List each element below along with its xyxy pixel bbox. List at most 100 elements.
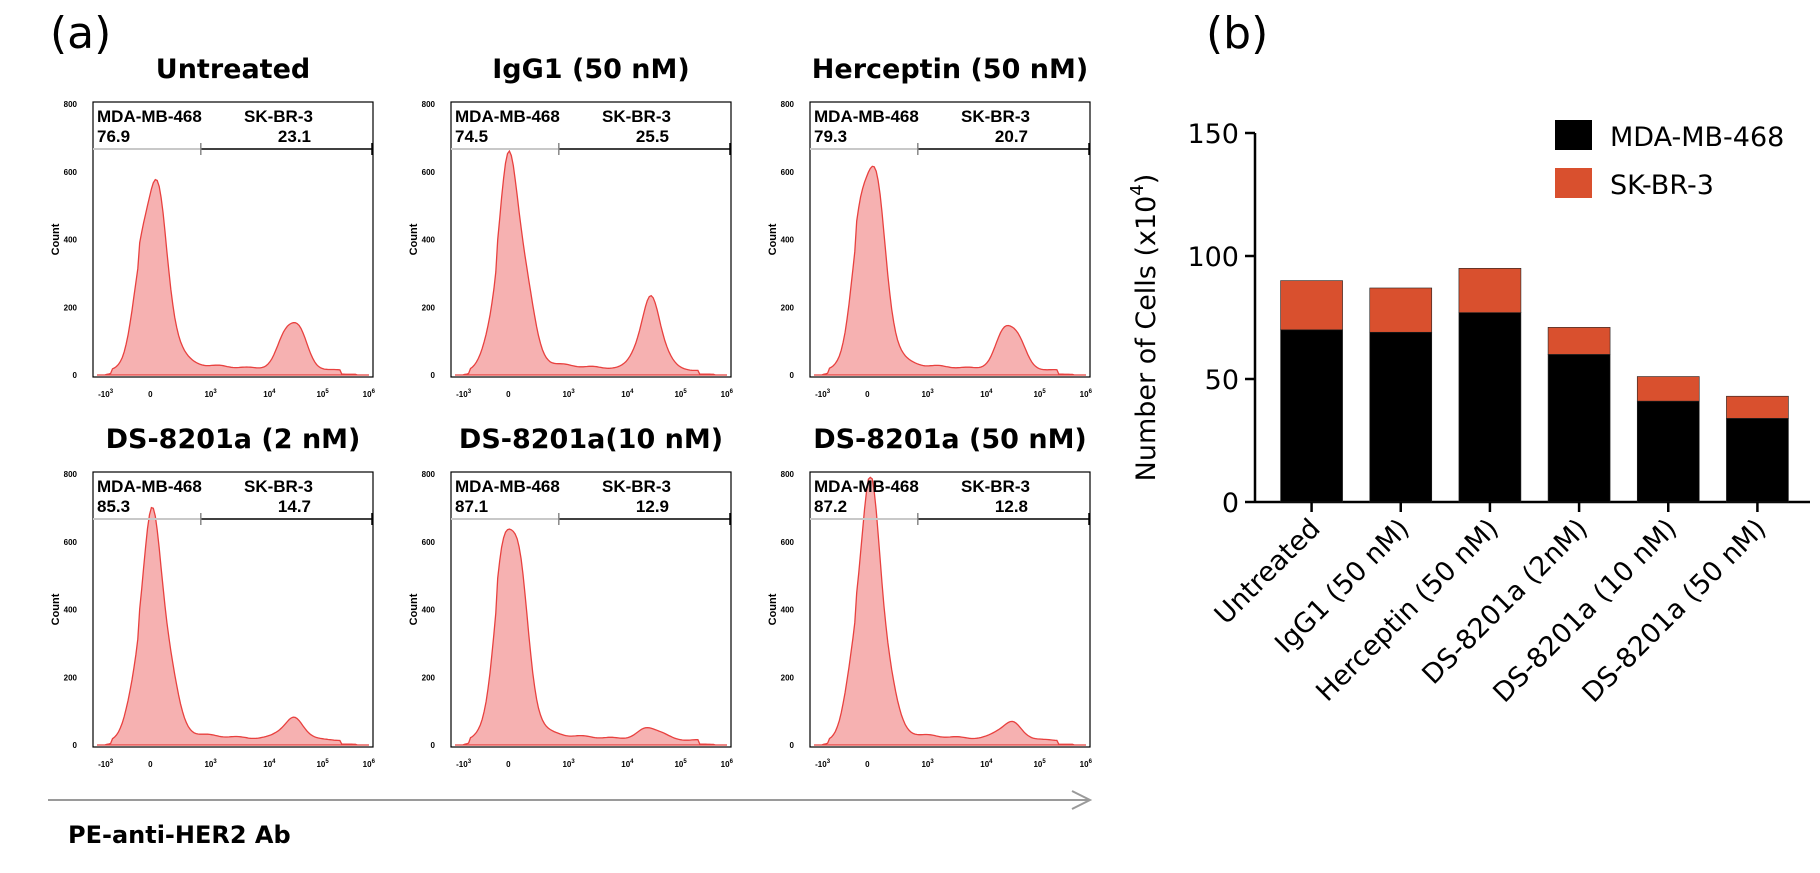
y-tick-label: 0 (431, 741, 436, 750)
histogram-panel: DS-8201a (50 nM) 0 200 400 600 800 Count -103 0 1… (767, 424, 1093, 769)
x-tick-label: 0 (865, 390, 870, 399)
histogram-title: Herceptin (50 nM) (812, 54, 1088, 85)
histogram-panel: Untreated 0 200 400 600 800 Count -103 0 103 104 10… (50, 54, 376, 399)
legend-entry: MDA-MB-468 (1610, 122, 1784, 153)
gate-left-value: 74.5 (455, 127, 488, 146)
gate-right-value: 23.1 (278, 127, 311, 146)
gate-left-name: MDA-MB-468 (455, 477, 560, 496)
x-tick-label: 106 (1080, 389, 1093, 399)
bar-y-tick-label: 50 (1205, 365, 1239, 396)
y-tick-label: 800 (422, 100, 436, 109)
y-tick-label: 200 (781, 303, 795, 312)
gate-right-name: SK-BR-3 (602, 107, 671, 126)
gate-left-value: 76.9 (97, 127, 130, 146)
gate-right-value: 14.7 (278, 497, 311, 516)
x-tick-label: 104 (980, 759, 993, 769)
bar-y-tick-label: 100 (1187, 242, 1239, 273)
y-tick-label: 800 (64, 100, 78, 109)
gate-left-value: 85.3 (97, 497, 130, 516)
panel-a-label: (a) (50, 8, 111, 59)
x-tick-label: -103 (456, 759, 472, 769)
gate-right-value: 25.5 (636, 127, 669, 146)
gate-left-name: MDA-MB-468 (455, 107, 560, 126)
legend-swatch (1555, 168, 1592, 198)
bar-segment (1369, 331, 1433, 503)
bar-segment (1636, 400, 1700, 503)
gate-left-value: 87.1 (455, 497, 488, 516)
y-tick-label: 0 (431, 371, 436, 380)
histogram-curve (814, 165, 1086, 376)
gate-right-name: SK-BR-3 (961, 107, 1030, 126)
flow-x-axis-label: PE-anti-HER2 Ab (68, 821, 291, 849)
x-tick-label: 0 (148, 760, 153, 769)
x-tick-label: 106 (363, 759, 376, 769)
y-tick-label: 0 (790, 371, 795, 380)
histogram-panel: IgG1 (50 nM) 0 200 400 600 800 Count -103 0 103 10… (408, 54, 734, 399)
y-tick-label: 800 (781, 100, 795, 109)
gate-right-name: SK-BR-3 (602, 477, 671, 496)
gate-right-value: 20.7 (995, 127, 1028, 146)
x-tick-label: 104 (980, 389, 993, 399)
x-tick-label: -103 (98, 389, 114, 399)
x-tick-label: 106 (1080, 759, 1093, 769)
gate-right-value: 12.9 (636, 497, 669, 516)
y-tick-label: 800 (422, 470, 436, 479)
histogram-curve (97, 506, 369, 746)
histogram-title: IgG1 (50 nM) (492, 54, 689, 85)
x-tick-label: 0 (506, 390, 511, 399)
x-tick-label: 103 (204, 759, 217, 769)
bar-segment (1369, 287, 1433, 333)
x-tick-label: 105 (1033, 759, 1046, 769)
count-axis-label: Count (408, 593, 420, 625)
histogram-panel: Herceptin (50 nM) 0 200 400 600 800 Count -103 0… (767, 54, 1093, 399)
x-axis-arrow-head (1071, 790, 1093, 810)
histogram-curve (97, 178, 369, 376)
bar-segment (1726, 395, 1789, 419)
y-tick-label: 600 (64, 538, 78, 547)
y-tick-label: 200 (64, 303, 78, 312)
bar-segment (1458, 312, 1522, 503)
gate-left-value: 79.3 (814, 127, 847, 146)
x-tick-label: 103 (562, 759, 575, 769)
histogram-curve (455, 149, 727, 376)
panel-b-label: (b) (1206, 8, 1268, 59)
count-axis-label: Count (408, 223, 420, 255)
y-tick-label: 600 (781, 168, 795, 177)
bar-segment (1280, 280, 1343, 331)
count-axis-label: Count (50, 593, 62, 625)
x-tick-label: 104 (263, 759, 276, 769)
x-tick-label: -103 (98, 759, 114, 769)
x-tick-label: 103 (921, 389, 934, 399)
gate-right-name: SK-BR-3 (244, 477, 313, 496)
y-tick-label: 800 (781, 470, 795, 479)
y-tick-label: 600 (64, 168, 78, 177)
x-tick-label: 0 (148, 390, 153, 399)
x-tick-label: 103 (562, 389, 575, 399)
x-tick-label: 105 (316, 759, 329, 769)
legend-entry: SK-BR-3 (1610, 170, 1714, 201)
y-tick-label: 600 (781, 538, 795, 547)
y-tick-label: 0 (790, 741, 795, 750)
y-tick-label: 400 (64, 606, 78, 615)
gate-left-name: MDA-MB-468 (814, 107, 919, 126)
x-tick-label: 103 (921, 759, 934, 769)
x-tick-label: -103 (815, 759, 831, 769)
y-tick-label: 400 (781, 606, 795, 615)
x-tick-label: 104 (263, 389, 276, 399)
x-tick-label: 105 (674, 389, 687, 399)
bar-segment (1726, 418, 1789, 503)
histogram-panel: DS-8201a(10 nM) 0 200 400 600 800 Count -103 0 10… (408, 424, 734, 769)
y-tick-label: 200 (781, 673, 795, 682)
bar-category-label: DS-8201a (2nM) (1416, 513, 1594, 691)
x-tick-label: 105 (1033, 389, 1046, 399)
y-tick-label: 200 (422, 303, 436, 312)
histogram-title: Untreated (156, 54, 310, 85)
y-tick-label: 600 (422, 168, 436, 177)
x-tick-label: 0 (506, 760, 511, 769)
x-tick-label: 0 (865, 760, 870, 769)
gate-left-name: MDA-MB-468 (97, 107, 202, 126)
histogram-grid: Untreated 0 200 400 600 800 Count -103 0 103 104 10… (50, 54, 1093, 769)
histogram-curve (455, 528, 727, 746)
x-tick-label: 106 (721, 759, 734, 769)
